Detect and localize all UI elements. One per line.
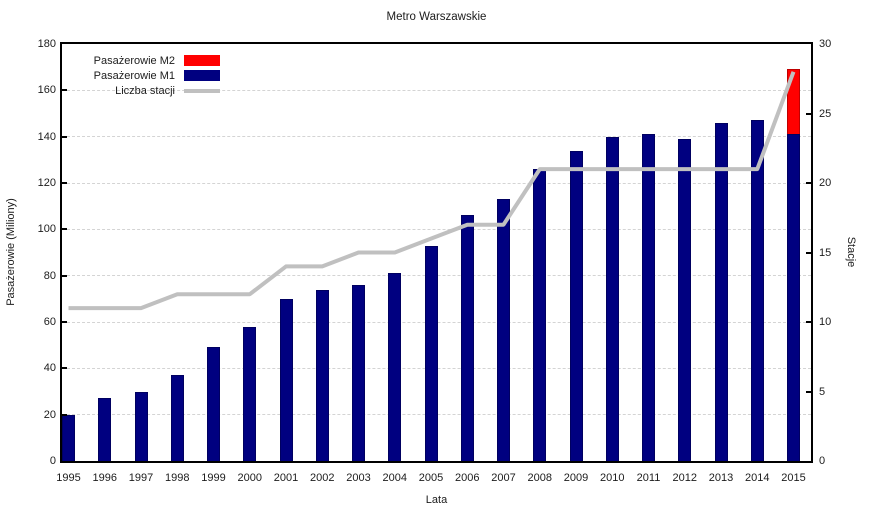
y-left-tick-label: 0 — [49, 455, 56, 467]
y-left-tick-label: 140 — [37, 130, 56, 143]
y-left-tick-label: 120 — [37, 177, 56, 189]
x-tick-label: 2010 — [600, 472, 625, 484]
bar-m1-2001 — [279, 298, 293, 461]
chart-title: Metro Warszawskie — [386, 11, 487, 23]
x-tick-label: 1997 — [128, 472, 154, 484]
y-axis-label-left: Pasażerowie (Miliony) — [5, 198, 17, 306]
bar-m1-2010 — [605, 136, 619, 461]
y-right-tickmark — [806, 112, 811, 115]
legend-item-m1: Pasażerowie M1 — [62, 68, 220, 83]
bar-m1-2000 — [243, 326, 257, 461]
y-right-tickmark — [806, 251, 811, 254]
y-right-tick-label: 20 — [819, 177, 832, 189]
y-right-tick-label: 30 — [819, 38, 832, 50]
legend-label-m2: Pasażerowie M2 — [93, 54, 175, 67]
y-left-tick-label: 160 — [37, 84, 56, 97]
legend-item-stations: Liczba stacji — [62, 83, 220, 98]
x-axis-label: Lata — [425, 494, 448, 506]
y-left-tick-label: 60 — [43, 316, 56, 328]
y-right-tick-label: 5 — [819, 385, 826, 398]
y-left-tick-label: 100 — [37, 223, 56, 236]
x-tick-label: 1999 — [201, 472, 226, 484]
x-tick-label: 2013 — [708, 472, 734, 484]
legend-label-stations: Liczba stacji — [115, 84, 175, 97]
x-tick-label: 2008 — [527, 472, 552, 484]
x-tick-label: 1996 — [92, 472, 117, 484]
bar-m1-2006 — [460, 215, 474, 461]
y-left-tickmark — [62, 182, 67, 184]
y-right-tickmark — [806, 321, 811, 323]
y-left-tickmark — [62, 321, 67, 323]
y-right-tick-label: 0 — [819, 455, 826, 467]
gridline — [62, 136, 811, 138]
bar-m2-2015 — [787, 69, 800, 135]
y-left-tickmark — [62, 367, 67, 370]
y-right-tick-label: 15 — [819, 246, 832, 259]
legend-swatch-m2 — [184, 55, 220, 66]
x-tick-label: 2003 — [346, 472, 371, 484]
bar-m1-1997 — [134, 391, 148, 461]
y-right-tick-label: 25 — [819, 107, 832, 120]
x-tick-label: 2000 — [237, 472, 262, 484]
x-tick-label: 2004 — [382, 472, 407, 484]
bar-m1-2009 — [569, 150, 583, 461]
gridline — [62, 182, 811, 184]
bar-m1-2013 — [714, 122, 728, 461]
bar-m1-2003 — [352, 284, 365, 461]
bar-m1-2007 — [497, 199, 510, 461]
bar-m1-1995 — [62, 414, 75, 461]
bar-m1-1998 — [170, 375, 184, 461]
x-tick-label: 2011 — [636, 472, 661, 484]
bar-m1-2002 — [315, 289, 329, 461]
y-left-tick-label: 40 — [43, 362, 56, 375]
bar-m1-2008 — [533, 169, 547, 461]
bar-m1-2014 — [750, 120, 764, 461]
y-left-tick-label: 80 — [43, 269, 56, 282]
y-left-tick-label: 180 — [37, 38, 56, 50]
y-left-tickmark — [62, 228, 67, 231]
y-left-tick-label: 20 — [43, 408, 56, 421]
y-right-tickmark — [806, 390, 811, 393]
bar-m1-2004 — [388, 273, 402, 461]
y-left-tickmark — [62, 413, 67, 416]
y-right-tick-label: 10 — [819, 316, 832, 328]
x-tick-label: 2014 — [745, 472, 770, 484]
x-tick-label: 2015 — [781, 472, 806, 484]
x-tick-label: 2002 — [310, 472, 335, 484]
x-tick-label: 2007 — [491, 472, 516, 484]
y-left-tickmark — [62, 135, 67, 138]
x-tick-label: 1995 — [56, 472, 81, 484]
legend-label-m1: Pasażerowie M1 — [93, 69, 175, 82]
legend-swatch-stations — [184, 88, 220, 93]
y-left-tickmark — [62, 274, 67, 277]
x-tick-label: 2009 — [563, 472, 589, 484]
bar-m1-2011 — [642, 134, 655, 461]
legend-item-m2: Pasażerowie M2 — [62, 53, 220, 68]
y-left-tickmark — [62, 89, 67, 92]
gridline — [62, 228, 811, 230]
x-tick-label: 2012 — [672, 472, 697, 484]
bar-m1-2005 — [424, 245, 438, 461]
x-tick-label: 2001 — [273, 472, 299, 484]
legend: Pasażerowie M2 Pasażerowie M1 Liczba sta… — [62, 53, 220, 98]
legend-swatch-m1 — [184, 70, 220, 81]
bar-m1-2015 — [787, 134, 800, 461]
bar-m1-1996 — [98, 398, 112, 461]
y-right-tickmark — [806, 182, 811, 184]
x-tick-label: 2006 — [455, 472, 480, 484]
x-tick-label: 2005 — [418, 472, 444, 484]
bar-m1-2012 — [678, 138, 692, 461]
x-tick-label: 1998 — [165, 472, 190, 484]
bar-m1-1999 — [207, 347, 220, 461]
